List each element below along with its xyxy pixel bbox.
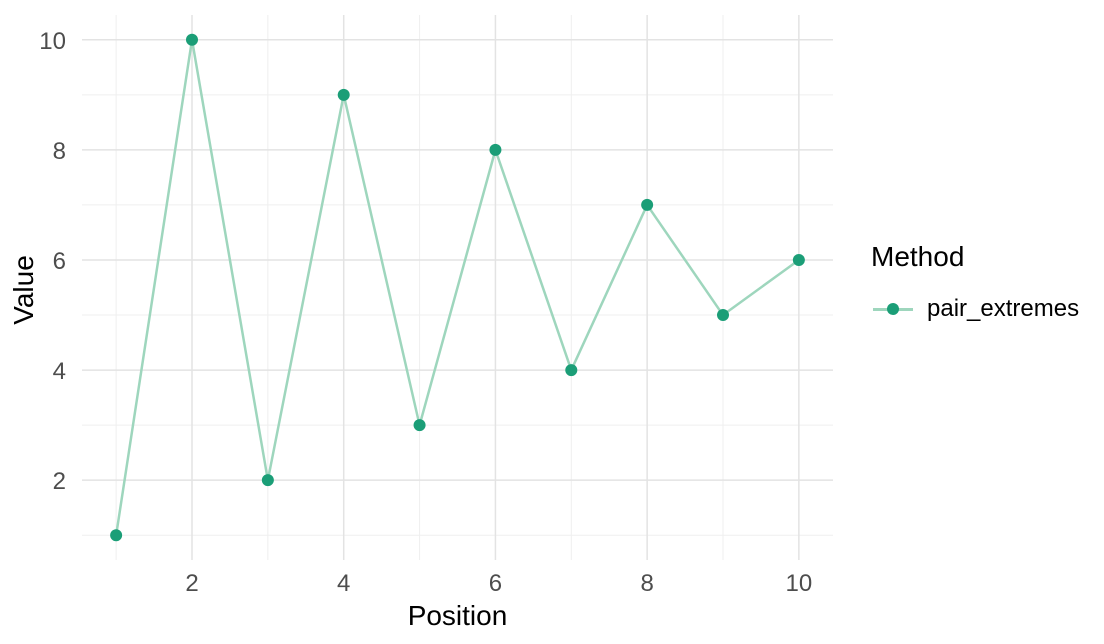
y-tick-label: 4 [53, 358, 66, 385]
legend-title: Method [871, 241, 965, 272]
legend-key-swatch [871, 295, 915, 323]
data-point [641, 198, 654, 211]
data-point [413, 419, 426, 432]
series-line [114, 38, 801, 537]
x-tick-label: 8 [640, 570, 653, 597]
x-axis-title: Position [407, 600, 508, 631]
x-tick-label: 2 [185, 570, 198, 597]
data-point [565, 364, 578, 377]
data-point [489, 143, 502, 156]
data-point [110, 529, 123, 542]
data-point [337, 88, 350, 101]
legend-key-point-icon [887, 303, 899, 315]
legend: Method pair_extremes [871, 243, 1079, 323]
legend-series-label: pair_extremes [927, 295, 1080, 322]
y-tick-label: 2 [53, 468, 66, 495]
y-tick-label: 6 [53, 248, 66, 275]
y-axis-title: Value [8, 255, 39, 325]
y-tick-label: 8 [53, 138, 66, 165]
data-point [261, 474, 274, 487]
legend-item: pair_extremes [871, 295, 1079, 323]
data-point [185, 33, 198, 46]
x-tick-label: 4 [337, 570, 350, 597]
x-tick-label: 6 [489, 570, 502, 597]
data-point [717, 309, 730, 322]
y-tick-label: 10 [39, 28, 66, 55]
data-point [792, 253, 805, 266]
x-tick-label: 10 [786, 570, 813, 597]
